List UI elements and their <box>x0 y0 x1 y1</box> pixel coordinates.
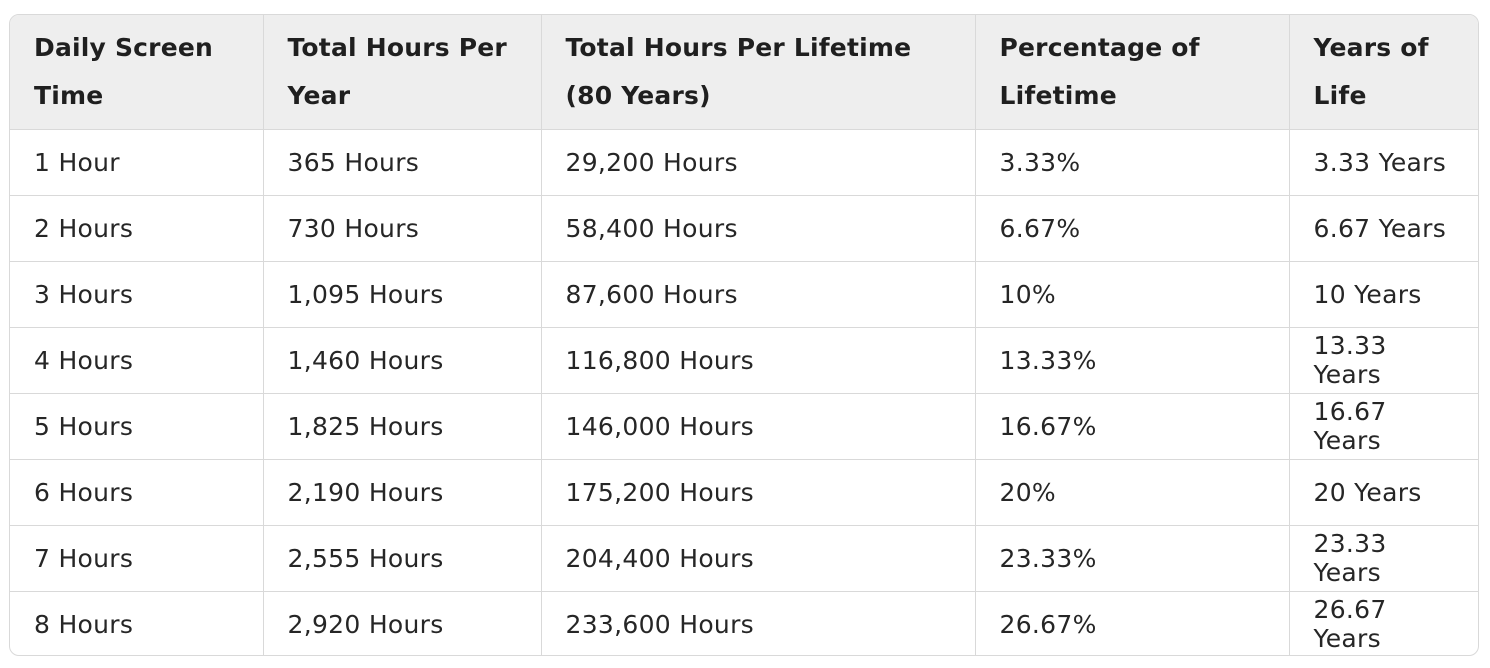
cell-percentage-of-lifetime: 13.33% <box>975 327 1290 394</box>
cell-daily-screen-time: 3 Hours <box>10 261 264 328</box>
cell-years-of-life: 26.67 Years <box>1313 595 1387 654</box>
cell-years-of-life: 13.33 Years <box>1289 327 1478 394</box>
table-body: 1 Hour 365 Hours 29,200 Hours 3.33% 3.33… <box>10 129 1478 655</box>
cell-percentage-of-lifetime: 16.67% <box>975 393 1290 460</box>
cell-hours-per-year: 2,190 Hours <box>263 459 542 526</box>
cell-years-of-life: 3.33 Years <box>1289 129 1478 196</box>
cell-years-of-life: 20 Years <box>1289 459 1478 526</box>
cell-hours-per-year: 2,555 Hours <box>263 525 542 592</box>
header-row: Daily Screen Time Total Hours Per Year T… <box>10 15 1478 130</box>
cell-daily-screen-time: 2 Hours <box>10 195 264 262</box>
table-header: Daily Screen Time Total Hours Per Year T… <box>10 15 1478 130</box>
cell-hours-per-year: 1,095 Hours <box>263 261 542 328</box>
cell-percentage-of-lifetime: 20% <box>975 459 1290 526</box>
cell-hours-per-lifetime: 175,200 Hours <box>541 459 976 526</box>
cell-percentage-of-lifetime: 3.33% <box>975 129 1290 196</box>
cell-hours-per-lifetime: 29,200 Hours <box>541 129 976 196</box>
screen-time-table-container: Daily Screen Time Total Hours Per Year T… <box>9 14 1479 656</box>
cell-hours-per-year: 1,460 Hours <box>263 327 542 394</box>
table-row: 1 Hour 365 Hours 29,200 Hours 3.33% 3.33… <box>10 129 1478 196</box>
table-row: 8 Hours 2,920 Hours 233,600 Hours 26.67%… <box>10 591 1478 655</box>
table-row: 6 Hours 2,190 Hours 175,200 Hours 20% 20… <box>10 459 1478 526</box>
cell-percentage-of-lifetime: 6.67% <box>975 195 1290 262</box>
header-total-hours-per-lifetime: Total Hours Per Lifetime (80 Years) <box>541 15 976 130</box>
screen-time-table: Daily Screen Time Total Hours Per Year T… <box>10 15 1478 655</box>
cell-percentage-of-lifetime: 23.33% <box>975 525 1290 592</box>
cell-daily-screen-time: 6 Hours <box>10 459 264 526</box>
table-row: 7 Hours 2,555 Hours 204,400 Hours 23.33%… <box>10 525 1478 592</box>
cell-hours-per-lifetime: 146,000 Hours <box>541 393 976 460</box>
cell-hours-per-year: 730 Hours <box>263 195 542 262</box>
cell-daily-screen-time: 5 Hours <box>10 393 264 460</box>
cell-years-of-life: 16.67 Years <box>1289 393 1478 460</box>
header-years-of-life: Years of Life <box>1289 15 1478 130</box>
table-row: 2 Hours 730 Hours 58,400 Hours 6.67% 6.6… <box>10 195 1478 262</box>
cell-years-of-life: 23.33 Years <box>1289 525 1478 592</box>
cell-daily-screen-time: 8 Hours <box>10 591 264 655</box>
cell-hours-per-lifetime: 116,800 Hours <box>541 327 976 394</box>
cell-daily-screen-time: 7 Hours <box>10 525 264 592</box>
header-percentage-of-lifetime: Percentage of Lifetime <box>975 15 1290 130</box>
cell-hours-per-lifetime: 233,600 Hours <box>541 591 976 655</box>
cell-hours-per-lifetime: 58,400 Hours <box>541 195 976 262</box>
cell-years-of-life: 6.67 Years <box>1289 195 1478 262</box>
cell-hours-per-year: 1,825 Hours <box>263 393 542 460</box>
table-row: 3 Hours 1,095 Hours 87,600 Hours 10% 10 … <box>10 261 1478 328</box>
cell-daily-screen-time: 1 Hour <box>10 129 264 196</box>
cell-hours-per-lifetime: 87,600 Hours <box>541 261 976 328</box>
cell-years-of-life: 10 Years <box>1289 261 1478 328</box>
table-row: 4 Hours 1,460 Hours 116,800 Hours 13.33%… <box>10 327 1478 394</box>
cell-percentage-of-lifetime: 26.67% <box>975 591 1290 655</box>
cell-hours-per-year: 365 Hours <box>263 129 542 196</box>
cell-hours-per-year: 2,920 Hours <box>263 591 542 655</box>
cell-hours-per-lifetime: 204,400 Hours <box>541 525 976 592</box>
header-total-hours-per-year: Total Hours Per Year <box>263 15 542 130</box>
cell-percentage-of-lifetime: 10% <box>975 261 1290 328</box>
table-row: 5 Hours 1,825 Hours 146,000 Hours 16.67%… <box>10 393 1478 460</box>
cell-daily-screen-time: 4 Hours <box>10 327 264 394</box>
header-daily-screen-time: Daily Screen Time <box>10 15 264 130</box>
